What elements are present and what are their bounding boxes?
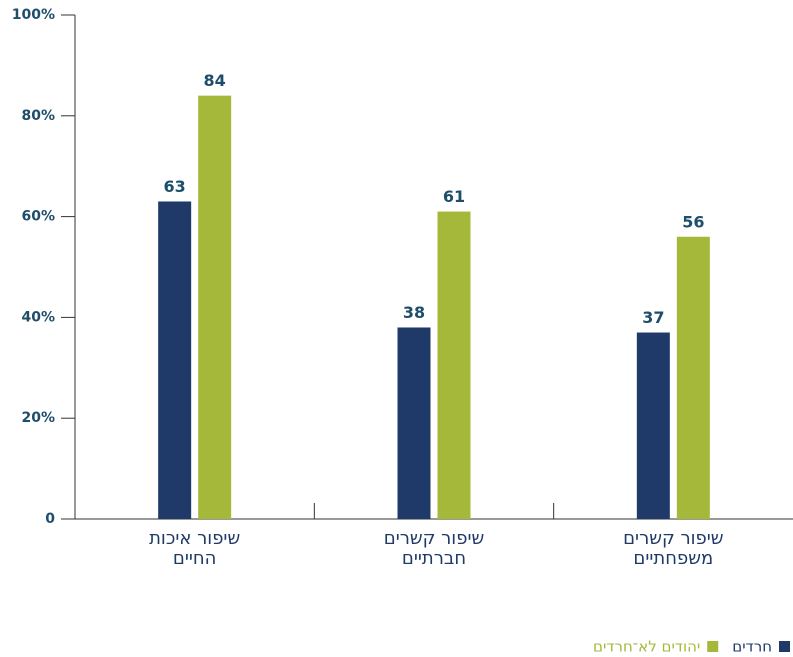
- bar: [437, 211, 471, 519]
- value-label: 63: [164, 177, 186, 196]
- y-tick-label: 0: [45, 511, 55, 527]
- bar: [397, 327, 431, 519]
- y-tick-label: 20%: [21, 410, 55, 426]
- bar: [636, 332, 670, 519]
- x-tick-label: חברתיים: [402, 548, 466, 569]
- legend-label: חרדים: [732, 638, 772, 656]
- y-tick-label: 60%: [21, 209, 55, 225]
- x-tick-label: משפחתיים: [633, 548, 713, 569]
- y-tick-label: 40%: [21, 309, 55, 325]
- x-tick-label: החיים: [173, 548, 217, 569]
- legend-label: יהודים לא־חרדים: [593, 638, 700, 656]
- value-label: 38: [403, 303, 425, 322]
- value-label: 37: [642, 308, 664, 327]
- y-tick-label: 100%: [12, 7, 55, 23]
- value-label: 56: [682, 212, 704, 231]
- bar: [198, 95, 232, 519]
- value-label: 61: [443, 187, 465, 206]
- x-tick-label: שיפור איכות: [149, 528, 240, 549]
- x-tick-label: שיפור קשרים: [623, 528, 723, 549]
- bar: [676, 236, 710, 519]
- value-label: 84: [204, 71, 226, 90]
- bar: [158, 201, 192, 520]
- x-tick-label: שיפור קשרים: [384, 528, 484, 549]
- y-tick-label: 80%: [21, 108, 55, 124]
- legend-swatch: [779, 641, 790, 652]
- legend-swatch: [707, 641, 719, 652]
